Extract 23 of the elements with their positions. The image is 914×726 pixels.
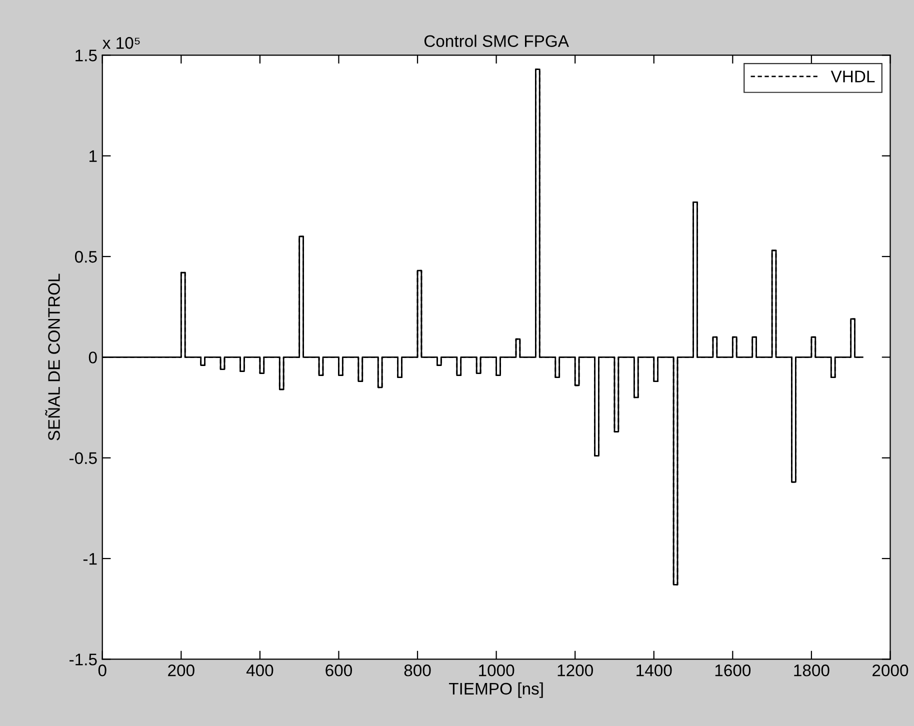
x-tick-label: 0 (98, 664, 106, 676)
y-tick-label: 1.5 (76, 50, 97, 62)
x-tick-label: 1200 (558, 664, 593, 676)
y-tick-label: -0.5 (70, 452, 97, 464)
y-tick-label: -1.5 (70, 654, 97, 666)
legend-label: VHDL (830, 70, 875, 82)
chart-title: Control SMC FPGA (424, 34, 569, 48)
x-tick-label: 200 (168, 664, 194, 676)
x-axis-title: TIEMPO [ns] (448, 682, 543, 698)
x-tick-label: 1800 (794, 664, 830, 676)
y-tick-label: 0 (88, 352, 97, 364)
x-tick-label: 1600 (715, 664, 751, 676)
text: x 10⁵ (102, 37, 140, 49)
x-tick-label: 2000 (872, 664, 908, 676)
x-tick-label: 1400 (636, 664, 672, 676)
x-tick-label: 400 (246, 664, 274, 676)
x-tick-label: 1000 (479, 664, 514, 676)
x-tick-label: 800 (404, 664, 431, 676)
x-tick-label: 600 (326, 664, 352, 676)
y-tick-label: 1 (90, 150, 97, 162)
y-axis-title: SEÑAL DE CONTROL (45, 274, 60, 440)
y-tick-label: 0.5 (74, 250, 97, 263)
y-tick-label: -1 (83, 553, 97, 565)
